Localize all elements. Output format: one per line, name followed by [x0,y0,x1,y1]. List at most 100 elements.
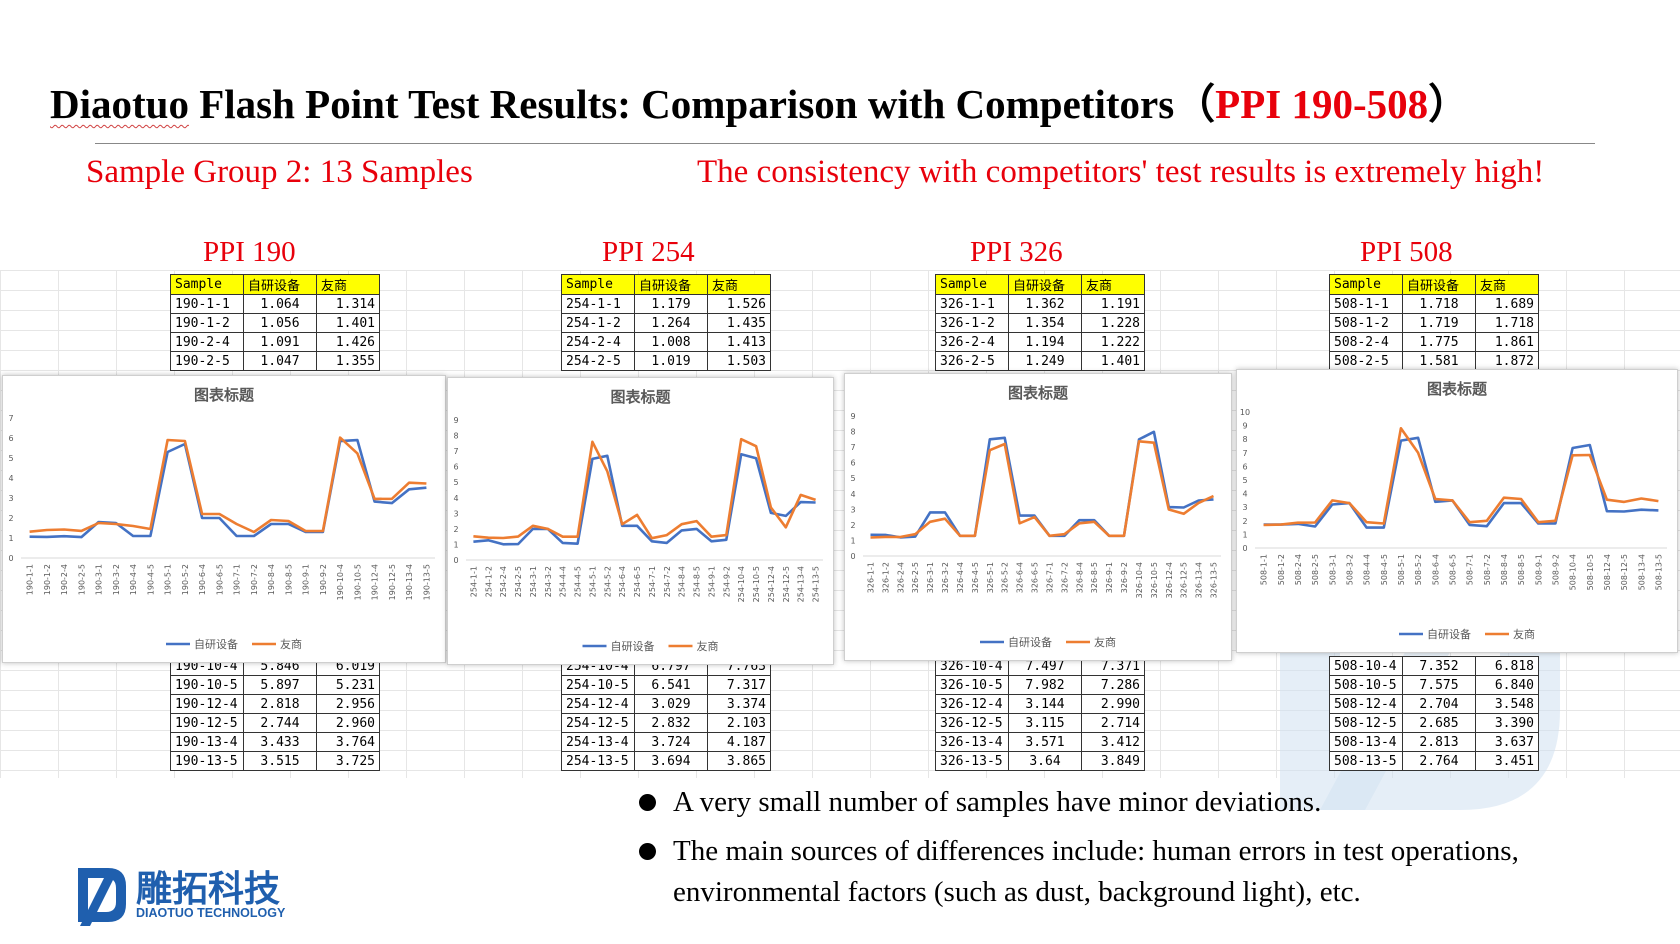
table-header-row: Sample 自研设备 友商 [561,274,771,295]
table-cell: 326-1-2 [935,313,1009,333]
x-tick-label: 508-1-1 [1260,554,1269,585]
x-tick-label: 508-10-5 [1586,554,1595,590]
table-cell: 5.897 [243,675,317,695]
x-tick-label: 254-2-5 [514,566,523,597]
table-cell: 4.187 [707,732,771,752]
chart-title: 图表标题 [1427,380,1488,398]
bullet-text: The main sources of differences include:… [673,835,1519,908]
table-cell: 1.503 [707,351,771,371]
y-tick-label: 7 [1242,449,1247,458]
x-tick-label: 190-4-4 [129,564,138,595]
table-cell: 3.64 [1008,751,1082,771]
table-header-row: Sample 自研设备 友商 [1329,274,1539,295]
x-tick-label: 326-7-1 [1045,562,1054,593]
table-cell: 3.571 [1008,732,1082,752]
y-tick-label: 6 [850,459,855,468]
table-cell: 508-2-4 [1329,332,1403,352]
y-tick-label: 8 [1242,435,1247,444]
table-row: 190-2-5 1.047 1.355 [170,351,380,371]
legend-label-own-device: 自研设备 [1008,635,1052,649]
legend-label-competitor: 友商 [697,639,719,653]
table-cell: 7.982 [1008,675,1082,695]
table-cell: 1.362 [1008,294,1082,314]
x-tick-label: 254-4-5 [574,566,583,597]
x-tick-label: 254-12-4 [767,566,776,602]
y-tick-label: 1 [8,534,13,543]
x-tick-label: 508-12-5 [1620,554,1629,590]
x-tick-label: 326-10-4 [1135,562,1144,598]
table-cell: 3.515 [243,751,317,771]
table-cell: 3.412 [1081,732,1145,752]
x-tick-label: 508-5-1 [1397,554,1406,585]
x-tick-label: 190-13-4 [405,564,414,600]
y-tick-label: 0 [8,554,13,563]
x-tick-label: 190-3-1 [95,564,104,595]
table-cell: 1.091 [243,332,317,352]
table-cell: 1.047 [243,351,317,371]
table-cell: 6.840 [1475,675,1539,695]
table-cell: 1.354 [1008,313,1082,333]
x-tick-label: 254-6-5 [633,566,642,597]
y-tick-label: 8 [850,428,855,437]
table-cell: 6.818 [1475,656,1539,676]
bullet-dot-icon [639,843,656,860]
table-row: 508-1-2 1.719 1.718 [1329,313,1539,333]
y-tick-label: 0 [1242,544,1247,553]
table-row: 508-10-5 7.575 6.840 [1329,675,1539,695]
table-row: 326-13-4 3.571 3.412 [935,732,1145,752]
table-row: 190-13-5 3.515 3.725 [170,751,380,771]
data-table-bottom-326: 326-10-4 7.497 7.371 326-10-5 7.982 7.286 326-… [935,656,1145,771]
chart-ppi-254: 图表标题 0 1 2 3 4 5 6 7 8 9 254-1-1 254-1-2 254-2-4 254-2… [447,377,834,665]
table-cell: 254-1-2 [561,313,635,333]
x-tick-label: 190-1-1 [26,564,35,595]
chart-ppi-326: 图表标题 0 1 2 3 4 5 6 7 8 9 326-1-1 326-1-2 326-2-4 326-2… [844,373,1232,661]
x-tick-label: 254-5-1 [588,566,597,597]
table-cell: 1.581 [1402,351,1476,371]
x-tick-label: 190-7-1 [233,564,242,595]
table-cell: 190-1-2 [170,313,244,333]
chart-title: 图表标题 [610,388,671,406]
table-cell: 3.725 [316,751,380,771]
table-cell: 1.194 [1008,332,1082,352]
x-tick-label: 190-5-2 [181,564,190,595]
table-cell: 1.228 [1081,313,1145,333]
y-tick-label: 2 [8,514,13,523]
x-tick-label: 326-4-4 [956,562,965,593]
table-header-row: Sample 自研设备 友商 [935,274,1145,295]
table-cell: 3.637 [1475,732,1539,752]
x-tick-label: 190-6-4 [198,564,207,595]
x-tick-label: 508-9-1 [1534,554,1543,585]
x-tick-label: 190-10-5 [353,564,362,600]
table-cell: 1.719 [1402,313,1476,333]
table-cell: 1.008 [634,332,708,352]
table-row: 190-12-4 2.818 2.956 [170,694,380,714]
data-table-top-190: Sample 自研设备 友商 190-1-1 1.064 1.314 190-1-2 1.05… [170,274,380,371]
table-cell: 254-2-4 [561,332,635,352]
table-cell: 1.264 [634,313,708,333]
table-cell: 3.865 [707,751,771,771]
table-row: 254-13-5 3.694 3.865 [561,751,771,771]
x-tick-label: 508-13-5 [1654,554,1663,590]
table-cell: 2.103 [707,713,771,733]
x-tick-label: 326-6-5 [1031,562,1040,593]
series-line-own-device [29,438,427,539]
table-cell: 254-12-4 [561,694,635,714]
table-cell: 7.352 [1402,656,1476,676]
table-cell: 508-13-4 [1329,732,1403,752]
x-tick-label: 508-4-4 [1363,554,1372,585]
table-cell: 254-13-4 [561,732,635,752]
table-cell: 3.374 [707,694,771,714]
x-tick-label: 190-9-2 [319,564,328,595]
table-cell: 1.689 [1475,294,1539,314]
table-cell: 508-13-5 [1329,751,1403,771]
table-cell: 1.249 [1008,351,1082,371]
y-tick-label: 3 [8,494,13,503]
bullet-item: The main sources of differences include:… [635,831,1645,913]
y-tick-label: 2 [1242,517,1247,526]
company-logo: 雕拓科技 DIAOTUO TECHNOLOGY [74,862,314,932]
group-title-ppi-508: PPI 508 [1360,236,1453,268]
data-table-top-508: Sample 自研设备 友商 508-1-1 1.718 1.689 508-1-2 1.71… [1329,274,1539,371]
table-cell: 1.426 [316,332,380,352]
x-tick-label: 190-2-4 [60,564,69,595]
table-cell: 254-10-5 [561,675,635,695]
